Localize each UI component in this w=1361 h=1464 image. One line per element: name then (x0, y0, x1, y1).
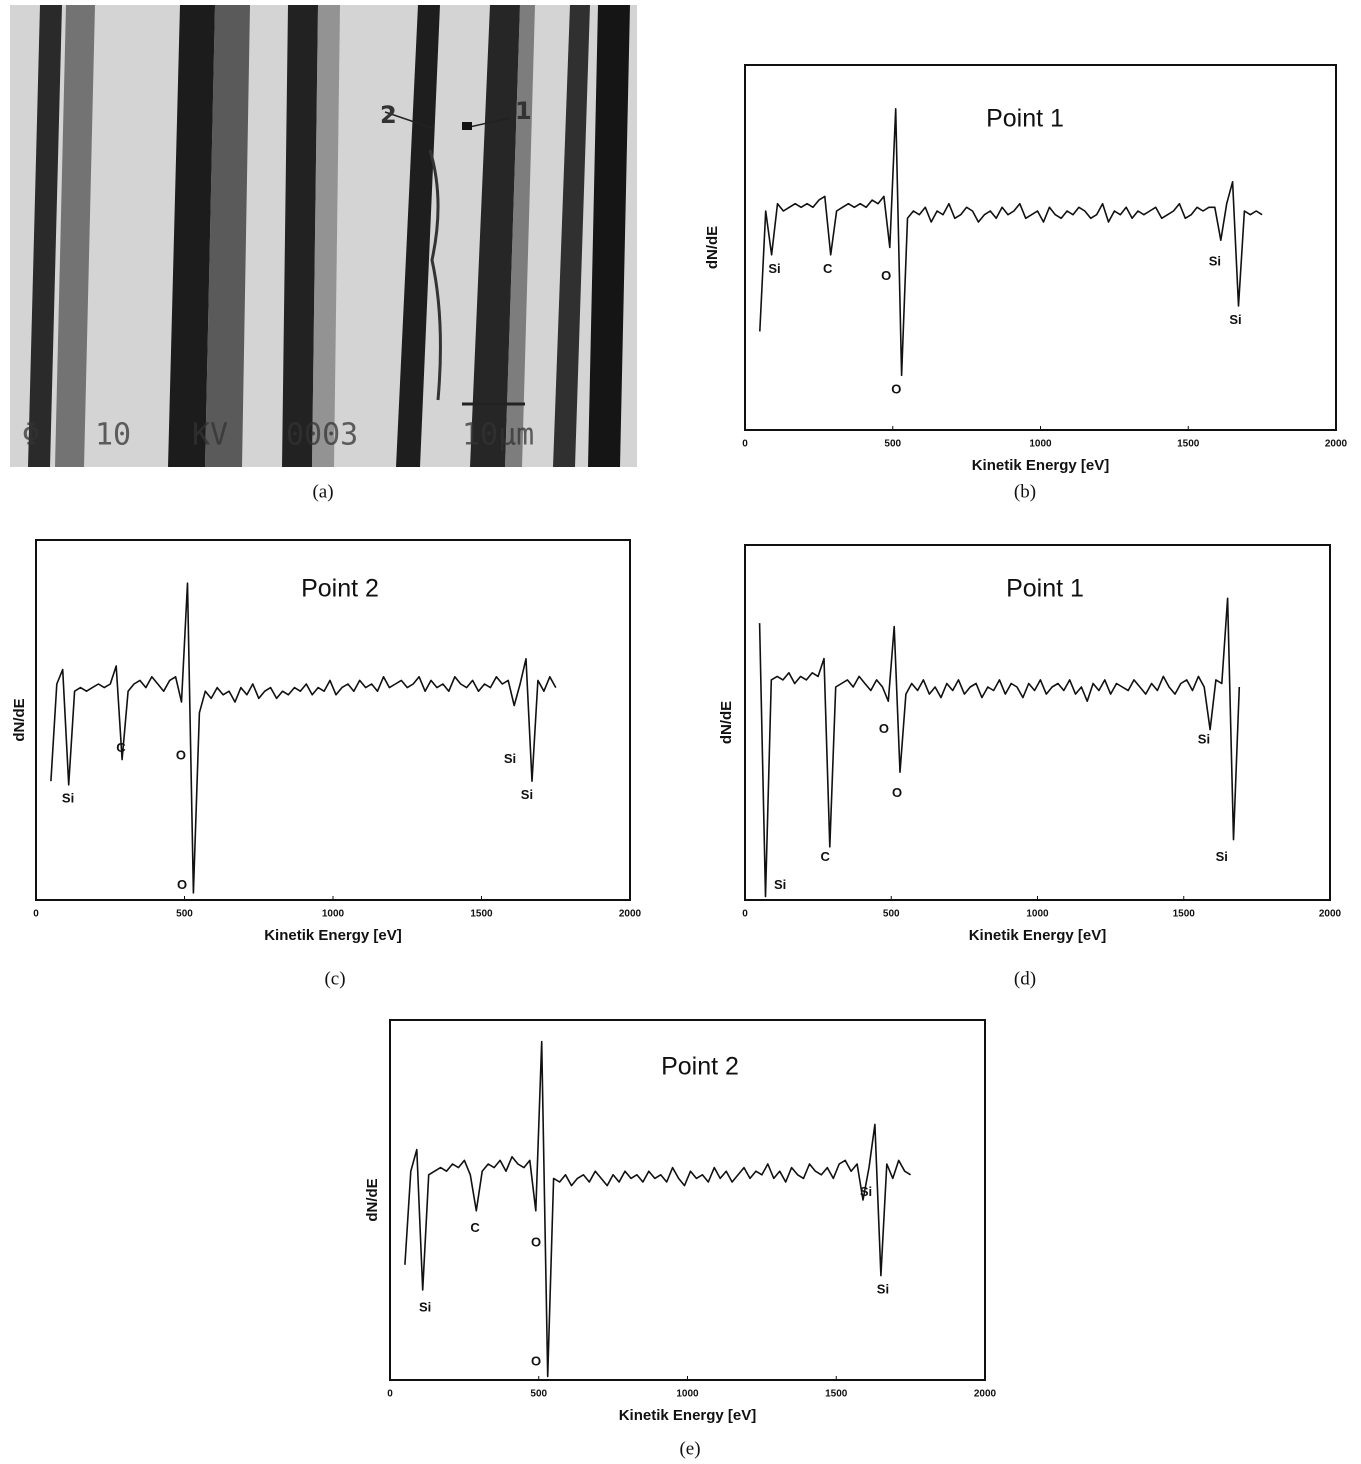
caption: (e) (679, 1438, 700, 1459)
chart-title: Point 1 (986, 105, 1064, 133)
x-tick-label: 1000 (1029, 439, 1052, 450)
peak-label: O (892, 785, 902, 800)
peak-label: C (823, 261, 833, 276)
spectrum-line (404, 1040, 912, 1378)
peak-label: Si (860, 1184, 872, 1199)
peak-label: O (891, 381, 901, 396)
peak-label: Si (419, 1299, 431, 1314)
x-axis-label: Kinetik Energy [eV] (619, 1407, 757, 1424)
peak-label: Si (1229, 312, 1241, 327)
chart: Point 2 0 500 1000 1500 2000 Kinetik Energy [e… (364, 1019, 997, 1424)
x-tick-label: 1000 (322, 909, 345, 920)
peak-label: Si (504, 751, 516, 766)
chart: Point 1 0 500 1000 1500 2000 Kinetik Energy [e… (704, 64, 1348, 474)
x-tick-label: 1500 (825, 1389, 848, 1400)
marker-line (384, 111, 433, 129)
chart: Point 1 0 500 1000 1500 2000 Kinetik Energy [e… (718, 544, 1342, 944)
peak-label: C (116, 740, 126, 755)
spectrum-line (50, 582, 557, 894)
fiber-shadow (312, 5, 340, 467)
caption: (b) (1014, 481, 1036, 502)
chart-title: Point 2 (301, 575, 379, 603)
peak-label: C (470, 1220, 480, 1235)
x-tick-label: 2000 (1325, 439, 1348, 450)
databar-text: 10 (95, 418, 131, 453)
x-tick-label: 500 (883, 909, 900, 920)
y-axis-label: dN/dE (364, 1178, 381, 1221)
marker-label: 1 (515, 97, 532, 125)
crack (428, 149, 442, 401)
peak-label: Si (1209, 254, 1221, 269)
y-axis-label: dN/dE (11, 698, 28, 741)
x-tick-label: 1500 (1177, 439, 1200, 450)
x-tick-label: 1000 (676, 1389, 699, 1400)
caption: (d) (1014, 968, 1036, 989)
x-tick-label: 500 (530, 1389, 547, 1400)
chart: Point 2 0 500 1000 1500 2000 Kinetik Energy [e… (11, 539, 642, 944)
spectrum-line (759, 108, 1263, 377)
x-tick-label: 0 (742, 909, 748, 920)
fiber-edge (55, 5, 95, 467)
x-tick-label: 2000 (1319, 909, 1342, 920)
x-axis-label: Kinetik Energy [eV] (972, 457, 1110, 474)
peak-label: O (531, 1353, 541, 1368)
databar-text: 10µm (462, 418, 534, 453)
x-tick-label: 2000 (974, 1389, 997, 1400)
peak-label: Si (1198, 732, 1210, 747)
fiber-edge (28, 5, 62, 467)
marker-line (464, 117, 511, 129)
fiber-shadow (205, 5, 250, 467)
x-tick-label: 500 (884, 439, 901, 450)
micrograph: 2 1 Φ 10 KV 0003 10µm (10, 5, 637, 467)
fiber-edge (282, 5, 318, 467)
peak-label: C (820, 849, 830, 864)
fiber-edge (470, 5, 520, 467)
peak-label: Si (768, 261, 780, 276)
peak-label: O (531, 1235, 541, 1250)
chart-title: Point 2 (661, 1053, 739, 1081)
caption: (a) (312, 481, 333, 502)
x-tick-label: 1000 (1026, 909, 1049, 920)
fiber-edge (396, 5, 440, 467)
peak-label: O (881, 268, 891, 283)
x-axis-label: Kinetik Energy [eV] (969, 927, 1107, 944)
databar-text: Φ (22, 418, 40, 453)
peak-label: O (177, 877, 187, 892)
x-tick-label: 0 (33, 909, 39, 920)
point-marker (462, 122, 472, 130)
x-tick-label: 1500 (470, 909, 493, 920)
marker-label: 2 (380, 101, 397, 129)
peak-label: Si (521, 787, 533, 802)
databar-text: KV (192, 418, 228, 453)
x-tick-label: 500 (176, 909, 193, 920)
caption: (c) (324, 968, 345, 989)
x-tick-label: 0 (742, 439, 748, 450)
fiber-edge (588, 5, 630, 467)
y-axis-label: dN/dE (704, 226, 721, 269)
fiber-edge (553, 5, 590, 467)
x-axis-label: Kinetik Energy [eV] (264, 927, 402, 944)
chart-title: Point 1 (1006, 575, 1084, 603)
peak-label: O (176, 747, 186, 762)
peak-label: Si (62, 791, 74, 806)
y-axis-label: dN/dE (718, 701, 735, 744)
x-tick-label: 2000 (619, 909, 642, 920)
x-tick-label: 0 (387, 1389, 393, 1400)
databar-text: 0003 (286, 418, 358, 453)
fiber-edge (168, 5, 215, 467)
spectrum-line (758, 597, 1241, 898)
peak-label: Si (774, 877, 786, 892)
x-tick-label: 1500 (1173, 909, 1196, 920)
peak-label: Si (1216, 849, 1228, 864)
peak-label: Si (877, 1281, 889, 1296)
peak-label: O (879, 721, 889, 736)
fiber-shadow (505, 5, 535, 467)
